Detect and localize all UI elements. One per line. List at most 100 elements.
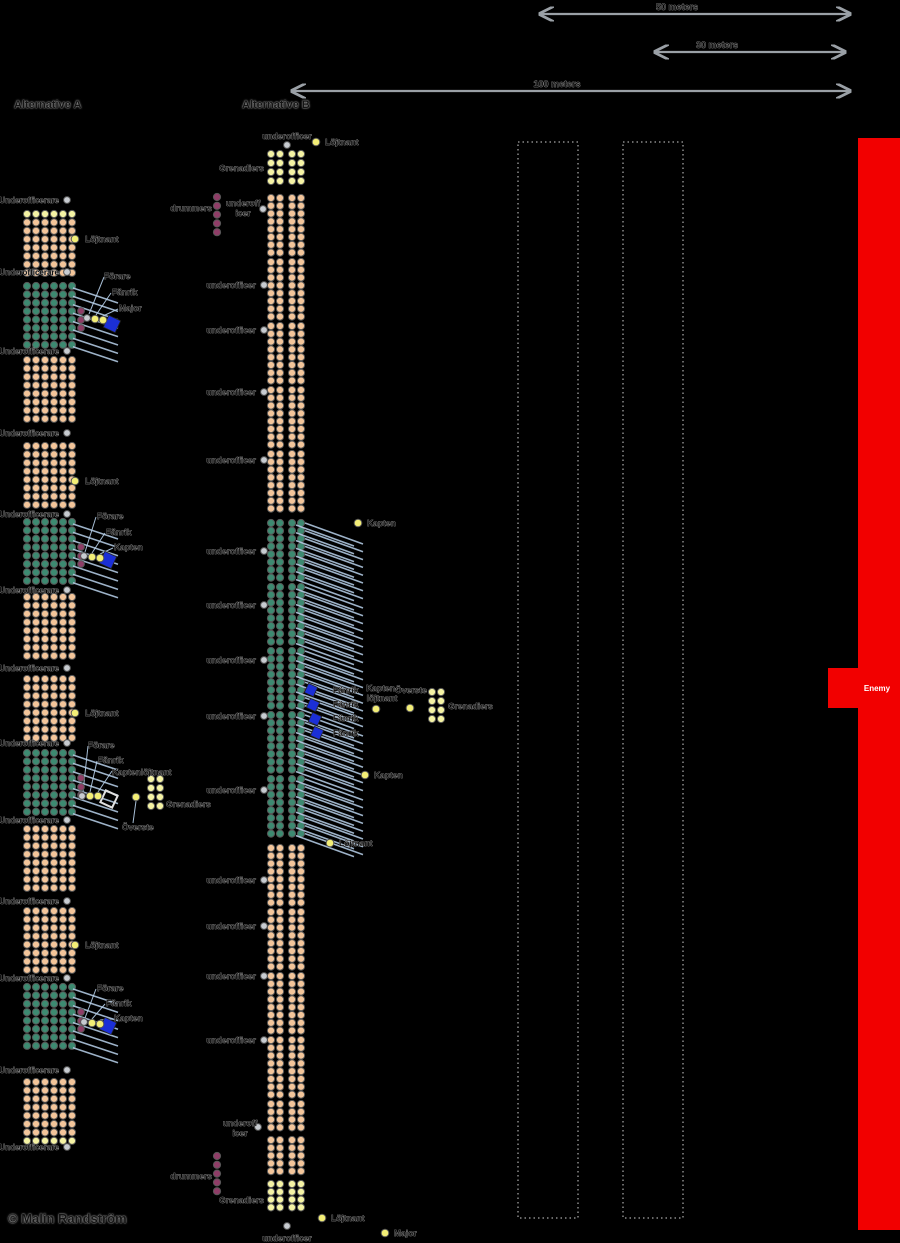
pikeman-dot: [58, 774, 68, 783]
pikeman-dot: [287, 774, 297, 784]
musketeer-dot: [275, 1018, 285, 1027]
pikeman-dot: [31, 340, 41, 349]
pikeman-dot: [287, 598, 297, 607]
pikeman-dot: [275, 550, 285, 559]
diagram-label: Fänrik: [112, 287, 138, 297]
pikeman-dot: [266, 821, 276, 830]
pikeman-dot: [31, 323, 41, 333]
musketeer-dot: [58, 372, 68, 381]
musketeer-dot: [67, 957, 77, 966]
pikeman-dot: [266, 542, 276, 551]
musketeer-dot: [266, 504, 276, 513]
musketeer-dot: [58, 483, 68, 493]
musketeer-dot: [275, 1167, 285, 1176]
pikeman-dot: [22, 991, 32, 1000]
pike-line: [295, 827, 355, 850]
musketeer-dot: [67, 364, 77, 373]
musketeer-dot: [296, 496, 306, 505]
drummer-dot: [77, 1025, 85, 1033]
musketeer-dot: [67, 601, 77, 610]
pikeman-dot: [31, 526, 41, 535]
pike-line: [304, 665, 364, 689]
pike-line: [295, 691, 355, 714]
musketeer-dot: [287, 393, 297, 402]
musketeer-dot: [266, 1143, 276, 1152]
musketeer-dot: [67, 1077, 77, 1087]
musketeer-dot: [31, 450, 41, 459]
musketeer-dot: [49, 260, 59, 269]
pikeman-dot: [266, 813, 276, 823]
musketeer-dot: [275, 473, 285, 482]
musketeer-dot: [296, 1067, 306, 1076]
musketeer-dot: [58, 467, 68, 476]
musketeer-dot: [266, 1043, 276, 1052]
enemy-notch: [828, 668, 858, 708]
musketeer-dot: [296, 417, 306, 426]
alt-b-title: Alternative B: [242, 99, 310, 111]
pikeman-dot: [275, 813, 285, 823]
musketeer-dot: [287, 321, 297, 331]
musketeer-dot: [275, 424, 285, 434]
distance-label: 50 meters: [656, 2, 698, 12]
musketeer-dot: [31, 725, 41, 734]
musketeer-dot: [49, 389, 59, 398]
musketeer-dot: [49, 626, 59, 635]
pikeman-dot: [266, 806, 276, 815]
musketeer-dot: [49, 923, 59, 932]
musketeer-dot: [49, 397, 59, 407]
musketeer-dot: [266, 1107, 276, 1116]
musketeer-dot: [266, 1151, 276, 1160]
musketeer-dot: [40, 875, 50, 884]
diagram-label: underofficer: [206, 280, 256, 290]
musketeer-dot: [22, 683, 32, 692]
grenadier-dot: [49, 209, 59, 219]
musketeer-dot: [49, 381, 59, 390]
musketeer-dot: [31, 883, 41, 892]
pike-line: [304, 633, 364, 656]
musketeer-dot: [58, 226, 68, 235]
grenadier-dot: [275, 1187, 285, 1196]
drummer-dot: [212, 192, 222, 202]
musketeer-dot: [275, 240, 285, 249]
musketeer-dot: [296, 289, 306, 298]
pikeman-dot: [40, 765, 50, 774]
musketeer-dot: [296, 1082, 306, 1091]
pikeman-dot: [266, 573, 276, 582]
pikeman-dot: [287, 629, 297, 638]
musketeer-dot: [275, 882, 285, 892]
musketeer-dot: [67, 1128, 77, 1137]
pikeman-dot: [31, 748, 41, 758]
pikeman-dot: [266, 710, 276, 720]
musketeer-dot: [40, 915, 50, 924]
musketeer-dot: [266, 360, 276, 370]
musketeer-dot: [287, 954, 297, 963]
pikeman-dot: [40, 1024, 50, 1034]
grenadier-dot: [436, 714, 446, 724]
musketeer-dot: [49, 634, 59, 644]
underofficer-dot: [83, 314, 91, 322]
musketeer-dot: [49, 915, 59, 924]
grenadier-dot: [436, 687, 446, 697]
musketeer-dot: [287, 504, 297, 513]
musketeer-dot: [287, 1043, 297, 1052]
pikeman-dot: [31, 307, 41, 316]
musketeer-dot: [49, 467, 59, 476]
musketeer-dot: [49, 833, 59, 842]
musketeer-dot: [275, 209, 285, 218]
musketeer-dot: [22, 218, 32, 227]
musketeer-dot: [296, 867, 306, 876]
musketeer-dot: [275, 867, 285, 876]
pikeman-dot: [31, 568, 41, 577]
diagram-label: Fänrik: [106, 998, 132, 1008]
grenadier-dot: [22, 209, 32, 219]
drummer-dot: [212, 1160, 222, 1169]
pikeman-dot: [40, 315, 50, 324]
pikeman-dot: [275, 542, 285, 551]
pike-line: [304, 786, 364, 809]
pikeman-dot: [58, 576, 68, 585]
pikeman-dot: [49, 568, 59, 577]
musketeer-dot: [266, 1018, 276, 1027]
pike-line: [304, 809, 364, 832]
pike-line: [72, 346, 119, 363]
musketeer-dot: [40, 700, 50, 709]
